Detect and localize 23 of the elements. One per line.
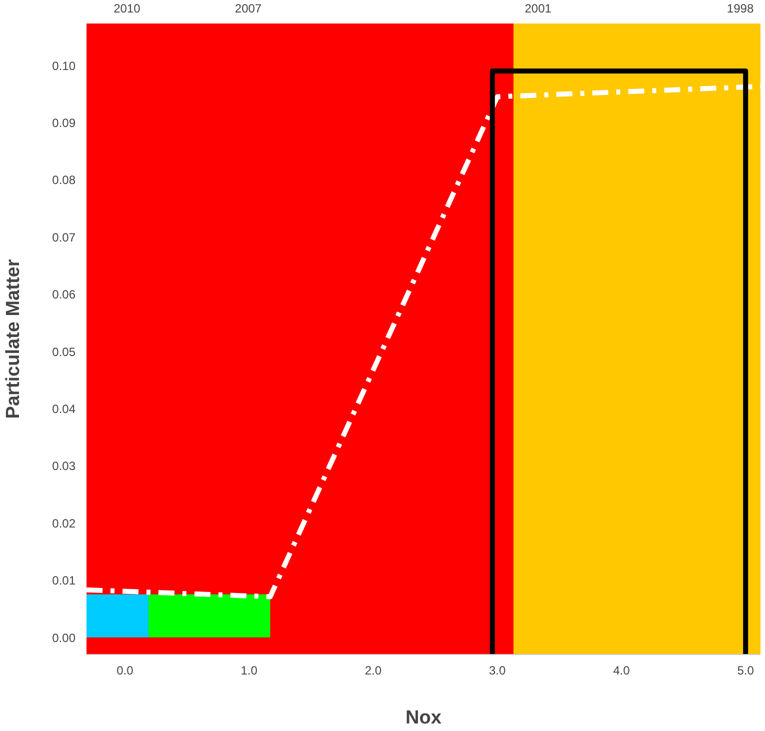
text: 2010 bbox=[114, 2, 141, 16]
y-tick-label: 0.01 bbox=[52, 574, 76, 588]
y-tick-label: 0.07 bbox=[52, 230, 76, 244]
y-tick-label: 0.00 bbox=[52, 630, 76, 645]
text: 2001 bbox=[524, 2, 552, 16]
y-tick-label: 0.02 bbox=[52, 516, 76, 530]
x-tick-label: 0.0 bbox=[116, 664, 134, 678]
y-tick-label: 0.09 bbox=[52, 116, 76, 130]
y-tick-label: 0.08 bbox=[52, 173, 76, 188]
y-tick-label: 0.05 bbox=[52, 344, 76, 359]
x-tick-label: 5.0 bbox=[737, 664, 754, 678]
y-tick-label: 0.04 bbox=[52, 402, 76, 416]
x-tick-label: 2.0 bbox=[364, 664, 382, 678]
y-tick-label: 0.10 bbox=[52, 58, 76, 73]
y-tick-label: 0.03 bbox=[52, 459, 76, 474]
text: 2007 bbox=[234, 2, 262, 16]
x-axis-title: Nox bbox=[406, 708, 442, 728]
text: 1998 bbox=[726, 2, 754, 16]
x-tick-label: 4.0 bbox=[613, 664, 630, 678]
x-tick-label: 3.0 bbox=[489, 664, 506, 678]
y-tick-label: 0.06 bbox=[52, 288, 76, 302]
y-axis-title: Particulate Matter bbox=[3, 258, 24, 419]
x-tick-label: 1.0 bbox=[240, 664, 258, 678]
